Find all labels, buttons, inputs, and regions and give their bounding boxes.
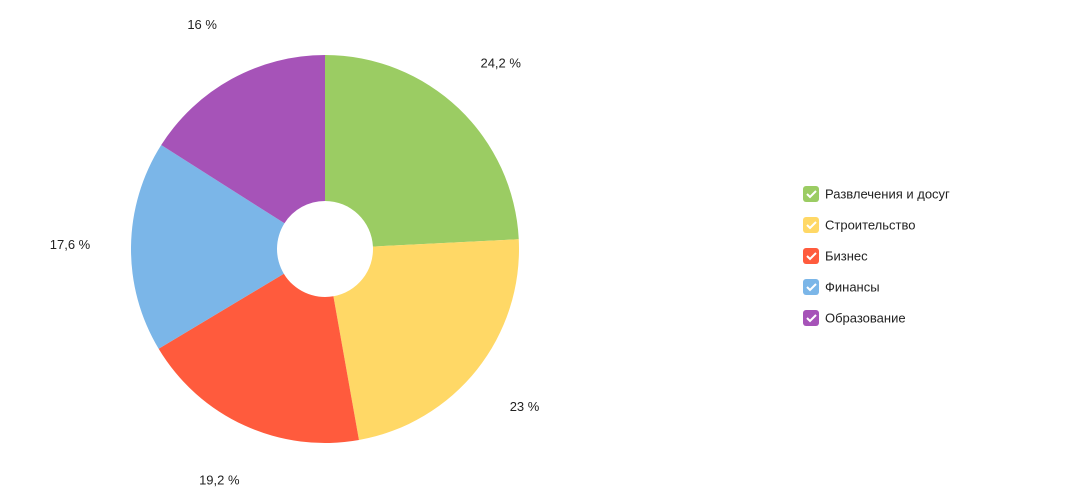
legend-check bbox=[806, 221, 817, 230]
slice bbox=[158, 273, 359, 443]
legend-label[interactable]: Финансы bbox=[825, 279, 880, 294]
value-label: 24,2 % bbox=[480, 56, 521, 71]
value-label: 23 % bbox=[510, 399, 540, 414]
legend-label[interactable]: Образование bbox=[825, 310, 906, 325]
slice bbox=[325, 55, 519, 247]
slice bbox=[161, 55, 325, 224]
slice bbox=[333, 239, 519, 441]
legend-checkbox[interactable] bbox=[803, 279, 819, 295]
slice bbox=[131, 145, 285, 349]
legend-checkbox[interactable] bbox=[803, 310, 819, 326]
value-label: 19,2 % bbox=[199, 473, 240, 488]
legend-label[interactable]: Развлечения и досуг bbox=[825, 186, 950, 201]
legend-check bbox=[806, 190, 817, 199]
legend-label[interactable]: Бизнес bbox=[825, 248, 868, 263]
value-label: 16 % bbox=[187, 17, 217, 32]
legend-check bbox=[806, 314, 817, 323]
value-label: 17,6 % bbox=[50, 237, 91, 252]
legend-check bbox=[806, 252, 817, 261]
legend-label[interactable]: Строительство bbox=[825, 217, 915, 232]
legend-checkbox[interactable] bbox=[803, 186, 819, 202]
legend-checkbox[interactable] bbox=[803, 248, 819, 264]
legend-check bbox=[806, 283, 817, 292]
legend-checkbox[interactable] bbox=[803, 217, 819, 233]
